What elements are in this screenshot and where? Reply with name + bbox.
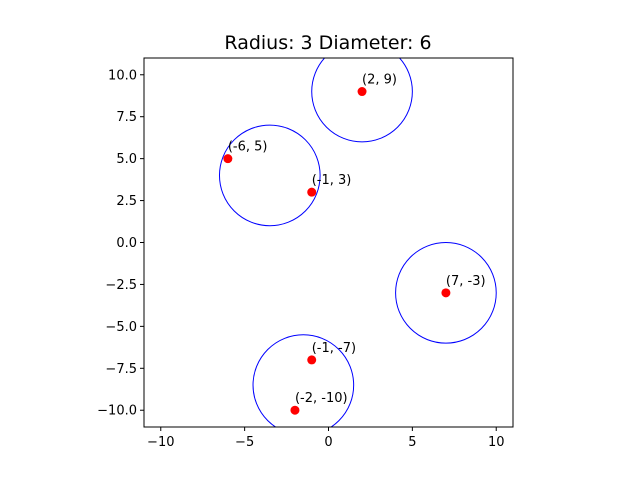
- data-point-2: [307, 187, 317, 197]
- x-tick-label-0: −10: [147, 435, 174, 450]
- data-point-0: [357, 87, 367, 97]
- x-tick-label-2: 0: [324, 435, 332, 450]
- point-label-3: (7, -3): [446, 274, 486, 289]
- data-point-5: [290, 405, 300, 415]
- circle-1: [218, 124, 321, 227]
- circles-layer: [218, 58, 497, 427]
- y-tick-label-8: 10.0: [108, 68, 137, 83]
- y-tick-label-2: −5.0: [105, 320, 137, 335]
- x-tick-label-3: 5: [408, 435, 416, 450]
- y-tick-label-0: −10.0: [97, 404, 137, 419]
- x-tick-label-1: −5: [235, 435, 254, 450]
- y-tick-label-6: 5.0: [116, 152, 137, 167]
- plot-frame: [143, 57, 514, 428]
- point-labels-layer: (2, 9) (-6, 5) (-1, 3) (7, -3) (-1, -7) (-2, …: [228, 73, 486, 407]
- circle-3: [252, 334, 355, 427]
- point-label-0: (2, 9): [362, 73, 397, 88]
- point-label-4: (-1, -7): [312, 341, 356, 356]
- x-axis: −10 −5 0 5 10: [147, 427, 505, 450]
- data-point-1: [223, 154, 233, 164]
- circle-0: [311, 58, 413, 143]
- point-label-5: (-2, -10): [295, 391, 348, 406]
- y-tick-label-1: −7.5: [105, 362, 137, 377]
- y-axis: −10.0 −7.5 −5.0 −2.5 0.0 2.5 5.0 7.5 10.0: [97, 68, 144, 419]
- data-point-3: [441, 288, 451, 298]
- points-layer: [223, 87, 451, 415]
- y-tick-label-3: −2.5: [105, 278, 137, 293]
- chart-title: Radius: 3 Diameter: 6: [224, 32, 431, 54]
- point-label-2: (-1, 3): [312, 173, 352, 188]
- y-tick-label-5: 2.5: [116, 194, 137, 209]
- point-label-1: (-6, 5): [228, 140, 268, 155]
- circle-2: [395, 242, 497, 344]
- y-tick-label-7: 7.5: [116, 110, 137, 125]
- data-point-4: [307, 355, 317, 365]
- x-tick-label-4: 10: [488, 435, 505, 450]
- y-tick-label-4: 0.0: [116, 236, 137, 251]
